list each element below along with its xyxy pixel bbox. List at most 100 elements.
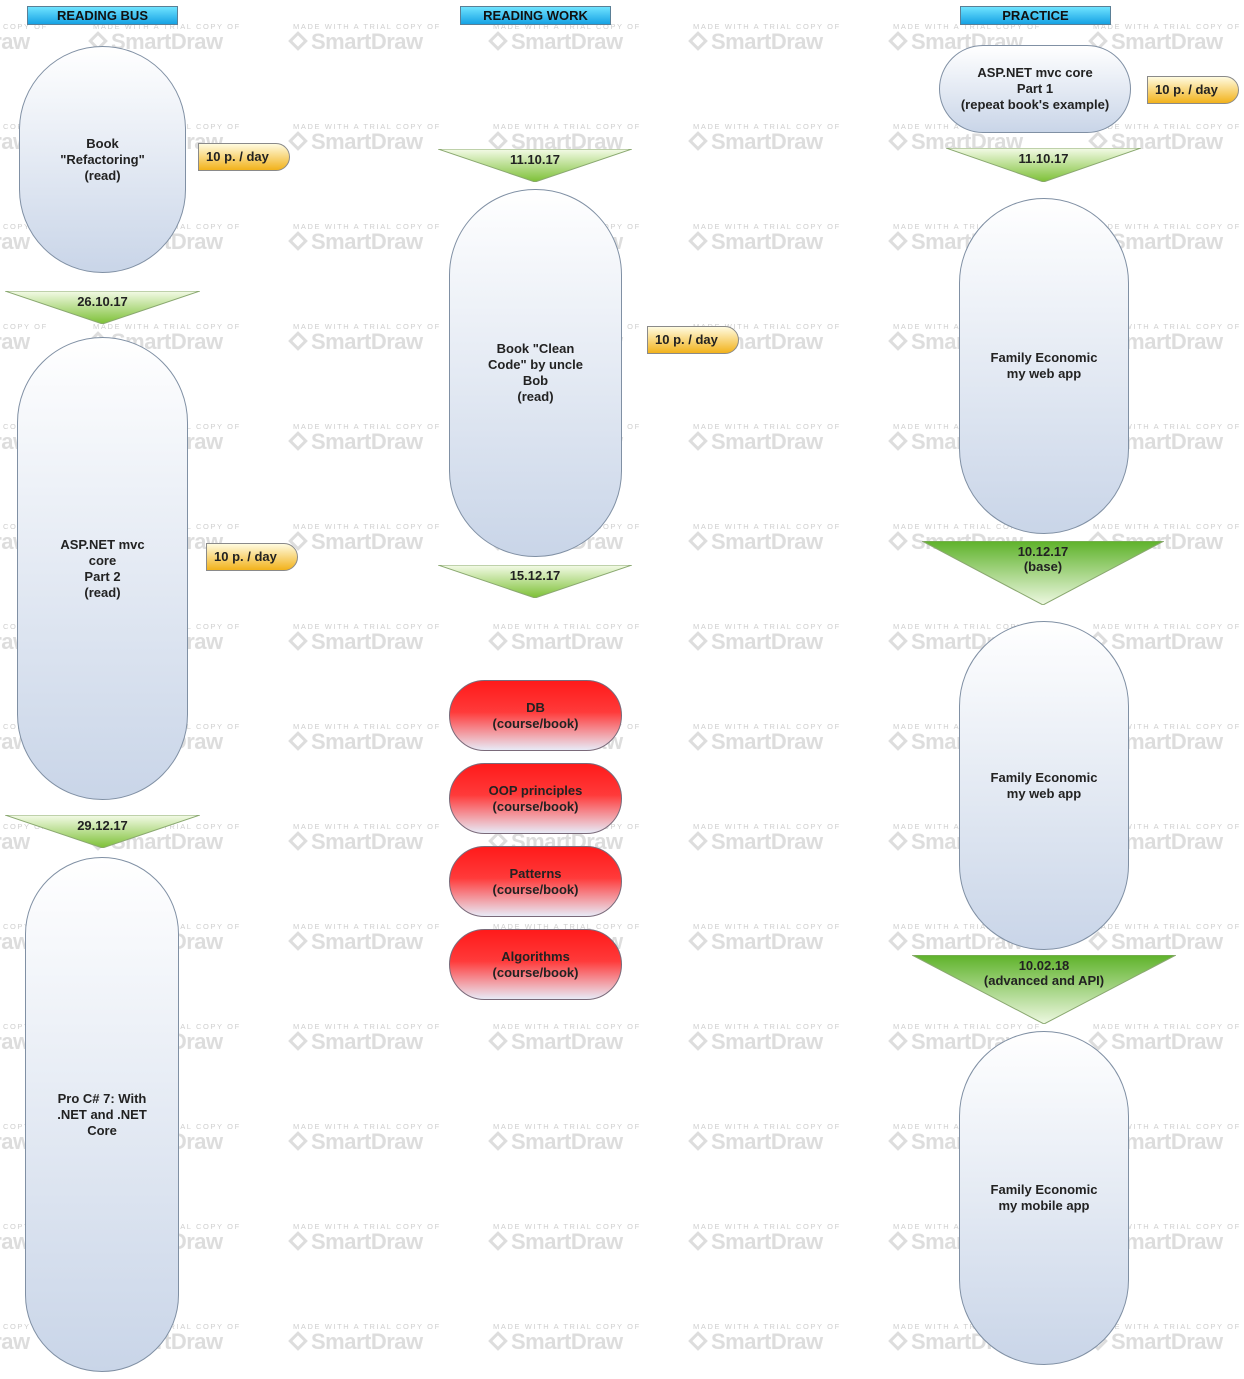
smartdraw-diamond-icon	[488, 1131, 508, 1151]
smartdraw-diamond-icon	[888, 1131, 908, 1151]
watermark-brand-text: SmartDraw	[711, 729, 823, 754]
watermark-brand-text: SmartDraw	[311, 229, 423, 254]
watermark-logo: SmartDraw	[488, 1329, 623, 1355]
watermark-trial-text: MADE WITH A TRIAL COPY OF	[893, 22, 1041, 31]
watermark-trial-text: MADE WITH A TRIAL COPY OF	[293, 22, 441, 31]
watermark-trial-text: MADE WITH A TRIAL COPY OF	[1093, 1322, 1241, 1331]
smartdraw-diamond-icon	[888, 831, 908, 851]
watermark-trial-text: MADE WITH A TRIAL COPY OF	[693, 322, 841, 331]
watermark-logo: SmartDraw	[288, 729, 423, 755]
watermark-trial-text: MADE WITH A TRIAL COPY OF	[293, 822, 441, 831]
watermark-trial-text: MADE WITH A TRIAL COPY OF	[1093, 422, 1241, 431]
watermark-trial-text: MADE WITH A TRIAL COPY OF	[293, 422, 441, 431]
watermark-logo: SmartDraw	[1088, 829, 1223, 855]
smartdraw-diamond-icon	[288, 431, 308, 451]
watermark-logo: SmartDraw	[488, 1229, 623, 1255]
smartdraw-diamond-icon	[888, 431, 908, 451]
milestone-10-02-18-advanced: 10.02.18 (advanced and API)	[912, 955, 1176, 1024]
watermark-trial-text: MADE WITH A TRIAL COPY OF	[1093, 822, 1241, 831]
watermark-logo: SmartDraw	[288, 829, 423, 855]
smartdraw-diamond-icon	[688, 31, 708, 51]
watermark-brand-text: SmartDraw	[511, 629, 623, 654]
smartdraw-diamond-icon	[888, 1231, 908, 1251]
watermark-logo: SmartDraw	[488, 29, 623, 55]
smartdraw-diamond-icon	[288, 1031, 308, 1051]
smartdraw-diamond-icon	[288, 1131, 308, 1151]
smartdraw-diamond-icon	[288, 31, 308, 51]
watermark-logo: SmartDraw	[1088, 29, 1223, 55]
watermark-logo: SmartDraw	[0, 29, 30, 55]
milestone-10-12-17-base: 10.12.17 (base)	[922, 541, 1164, 605]
watermark-brand-text: SmartDraw	[711, 1029, 823, 1054]
watermark-brand-text: SmartDraw	[311, 429, 423, 454]
watermark-brand-text: SmartDraw	[511, 1129, 623, 1154]
watermark-brand-text: SmartDraw	[711, 1329, 823, 1354]
watermark-trial-text: MADE WITH A TRIAL COPY OF	[493, 1122, 641, 1131]
watermark-trial-text: MADE WITH A TRIAL COPY OF	[293, 1222, 441, 1231]
watermark-trial-text: MADE WITH A TRIAL COPY OF	[293, 122, 441, 131]
watermark-trial-text: MADE WITH A TRIAL COPY OF	[893, 522, 1041, 531]
watermark-brand-text: SmartDraw	[1111, 1329, 1223, 1354]
watermark-trial-text: MADE WITH A TRIAL COPY OF	[693, 1122, 841, 1131]
smartdraw-diamond-icon	[688, 1331, 708, 1351]
smartdraw-diamond-icon	[688, 531, 708, 551]
watermark-brand-text: SmartDraw	[1111, 29, 1223, 54]
milestone-11-10-17-work: 11.10.17	[438, 149, 632, 182]
watermark-brand-text: SmartDraw	[711, 229, 823, 254]
watermark-logo: SmartDraw	[0, 229, 30, 255]
header-reading-bus: READING BUS	[27, 6, 178, 25]
book-refactoring-node: Book "Refactoring" (read)	[19, 46, 186, 273]
watermark-logo: SmartDraw	[688, 729, 823, 755]
watermark-trial-text: MADE WITH A TRIAL COPY OF	[693, 722, 841, 731]
aspnet-core-part2-node: ASP.NET mvc core Part 2 (read)	[17, 337, 188, 800]
watermark-brand-text: SmartDraw	[1111, 1129, 1223, 1154]
watermark-brand-text: SmartDraw	[1111, 229, 1223, 254]
watermark-logo: SmartDraw	[1088, 229, 1223, 255]
watermark-logo: SmartDraw	[288, 429, 423, 455]
smartdraw-diamond-icon	[688, 431, 708, 451]
refactoring-rate-tag: 10 p. / day	[198, 143, 290, 171]
watermark-brand-text: SmartDraw	[1111, 429, 1223, 454]
watermark-brand-text: SmartDraw	[311, 1229, 423, 1254]
milestone-label: 10.02.18 (advanced and API)	[983, 958, 1105, 988]
watermark-logo: SmartDraw	[688, 1129, 823, 1155]
watermark-brand-text: SmartDraw	[711, 829, 823, 854]
watermark-logo: SmartDraw	[1088, 329, 1223, 355]
watermark-brand-text: SmartDraw	[311, 929, 423, 954]
watermark-logo: SmartDraw	[288, 229, 423, 255]
watermark-trial-text: MADE WITH A TRIAL COPY OF	[893, 1322, 1041, 1331]
watermark-trial-text: MADE WITH A TRIAL COPY OF	[293, 1322, 441, 1331]
watermark-trial-text: MADE WITH A TRIAL COPY OF	[293, 722, 441, 731]
watermark-logo: SmartDraw	[288, 629, 423, 655]
smartdraw-diamond-icon	[888, 731, 908, 751]
watermark-brand-text: SmartDraw	[311, 529, 423, 554]
watermark-trial-text: MADE WITH A TRIAL COPY OF	[1093, 1222, 1241, 1231]
watermark-trial-text: MADE WITH A TRIAL COPY OF	[0, 322, 48, 331]
family-economic-web-node-2: Family Economic my web app	[959, 621, 1129, 950]
smartdraw-diamond-icon	[288, 131, 308, 151]
pro-csharp7-node: Pro C# 7: With .NET and .NET Core	[25, 857, 179, 1372]
milestone-label: 10.12.17 (base)	[1017, 544, 1069, 574]
watermark-trial-text: MADE WITH A TRIAL COPY OF	[293, 1022, 441, 1031]
watermark-logo: SmartDraw	[1088, 1229, 1223, 1255]
watermark-logo: SmartDraw	[288, 929, 423, 955]
watermark-trial-text: MADE WITH A TRIAL COPY OF	[0, 922, 46, 931]
watermark-trial-text: MADE WITH A TRIAL COPY OF	[93, 322, 241, 331]
watermark-logo: SmartDraw	[1088, 1029, 1223, 1055]
